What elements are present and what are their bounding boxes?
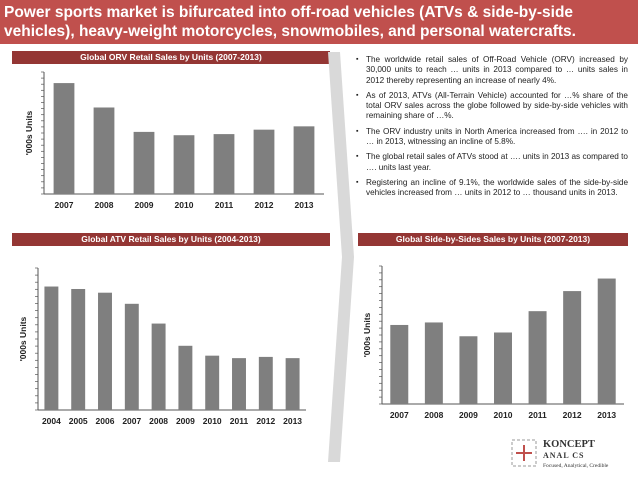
x-tick-label: 2007 [55,200,74,210]
atv-chart-svg: '000s Units 2004 2005 2006 2007 2008 2009 2010 2… [18,267,306,426]
orv-chart-header: Global ORV Retail Sales by Units (2007-2… [12,51,330,64]
x-tick-label: 2011 [528,410,547,420]
square-bullet-icon: ▪ [356,153,359,161]
finding-item: ▪ The ORV industry units in North America… [356,127,628,148]
slide-title: Power sports market is bifurcated into o… [0,0,638,44]
x-tick-label: 2004 [42,416,61,426]
bar-2006 [98,292,112,410]
logo-mark-icon [511,439,537,467]
x-tick-label: 2006 [96,416,115,426]
x-tick-label: 2005 [69,416,88,426]
square-bullet-icon: ▪ [356,91,359,99]
bar-2009 [178,345,193,410]
orv-chart-svg: '000s Units 2007 2008 2009 2010 2011 2012 2013 [24,71,324,210]
bar-2007 [124,303,139,410]
bar-2012 [563,291,582,404]
bar-2004 [44,286,59,410]
x-tick-label: 2008 [424,410,443,420]
bar-2008 [424,322,443,404]
sxs-chart: '000s Units 2007 2008 2009 2010 2011 2012 2013 [356,260,630,426]
bar-2010 [173,135,195,194]
bar-2013 [597,278,616,404]
finding-text: The global retail sales of ATVs stood at… [366,152,628,172]
logo-tagline: Focused, Analytical, Credible [543,463,609,469]
x-tick-label: 2009 [176,416,195,426]
finding-item: ▪ The worldwide retail sales of Off-Road … [356,55,628,86]
x-tick-label: 2007 [122,416,141,426]
square-bullet-icon: ▪ [356,178,359,186]
y-axis-label: '000s Units [18,316,28,361]
bar-2007 [53,83,75,194]
x-tick-label: 2010 [494,410,513,420]
x-tick-label: 2009 [135,200,154,210]
bar-2011 [528,311,547,404]
findings-list: ▪ The worldwide retail sales of Off-Road … [356,55,628,204]
bar-2011 [213,134,235,194]
x-tick-label: 2007 [390,410,409,420]
slide-title-line-1: Power sports market is bifurcated into o… [4,4,574,21]
divider-arrow-icon [328,52,354,462]
atv-chart-header: Global ATV Retail Sales by Units (2004-2… [12,233,330,246]
bar-2012 [258,356,273,410]
finding-item: ▪ The global retail sales of ATVs stood a… [356,152,628,173]
finding-text: The worldwide retail sales of Off-Road V… [366,55,628,85]
finding-text: Registering an incline of 9.1%, the worl… [366,177,628,198]
x-tick-label: 2013 [597,410,616,420]
square-bullet-icon: ▪ [356,127,359,135]
finding-item: ▪ Registering an incline of 9.1%, the wor… [356,178,628,199]
x-tick-label: 2013 [295,200,314,210]
x-tick-label: 2013 [283,416,302,426]
sxs-chart-header: Global Side-by-Sides Sales by Units (200… [358,233,628,246]
x-tick-label: 2009 [459,410,478,420]
bar-2010 [494,332,512,404]
x-tick-label: 2008 [149,416,168,426]
bar-2008 [93,107,115,194]
sxs-chart-svg: '000s Units 2007 2008 2009 2010 2011 2012 2013 [362,265,624,420]
finding-item: ▪ As of 2013, ATVs (All-Terrain Vehicle) … [356,91,628,122]
x-tick-label: 2012 [256,416,275,426]
bar-2012 [253,129,275,194]
square-bullet-icon: ▪ [356,56,359,63]
bar-2011 [232,358,246,410]
bar-2010 [205,355,220,410]
logo-name-line-2: ANAL CS [543,451,585,460]
orv-chart: '000s Units 2007 2008 2009 2010 2011 2012 2013 [12,66,330,216]
x-tick-label: 2011 [230,416,249,426]
bar-2013 [285,358,300,410]
y-axis-label: '000s Units [24,110,34,155]
bar-2005 [71,288,86,410]
company-logo: KONCEPT ANAL CS Focused, Analytical, Cre… [505,437,633,475]
x-tick-label: 2008 [95,200,114,210]
x-tick-label: 2012 [255,200,274,210]
slide-title-line-2: vehicles), heavy-weight motorcycles, sno… [4,23,576,40]
bar-2008 [151,323,166,410]
finding-text: As of 2013, ATVs (All-Terrain Vehicle) a… [366,90,628,121]
bar-2007 [390,324,409,404]
logo-name-line-1: KONCEPT [543,439,595,450]
bar-2009 [133,131,155,194]
y-axis-label: '000s Units [362,312,372,357]
bar-2013 [293,126,315,194]
x-tick-label: 2011 [215,200,234,210]
bar-2009 [459,336,478,404]
finding-text: The ORV industry units in North America … [366,126,628,147]
x-tick-label: 2010 [203,416,222,426]
atv-chart: '000s Units 2004 2005 2006 2007 2008 2009 2010 2… [12,262,312,432]
x-tick-label: 2010 [175,200,194,210]
x-tick-label: 2012 [563,410,582,420]
